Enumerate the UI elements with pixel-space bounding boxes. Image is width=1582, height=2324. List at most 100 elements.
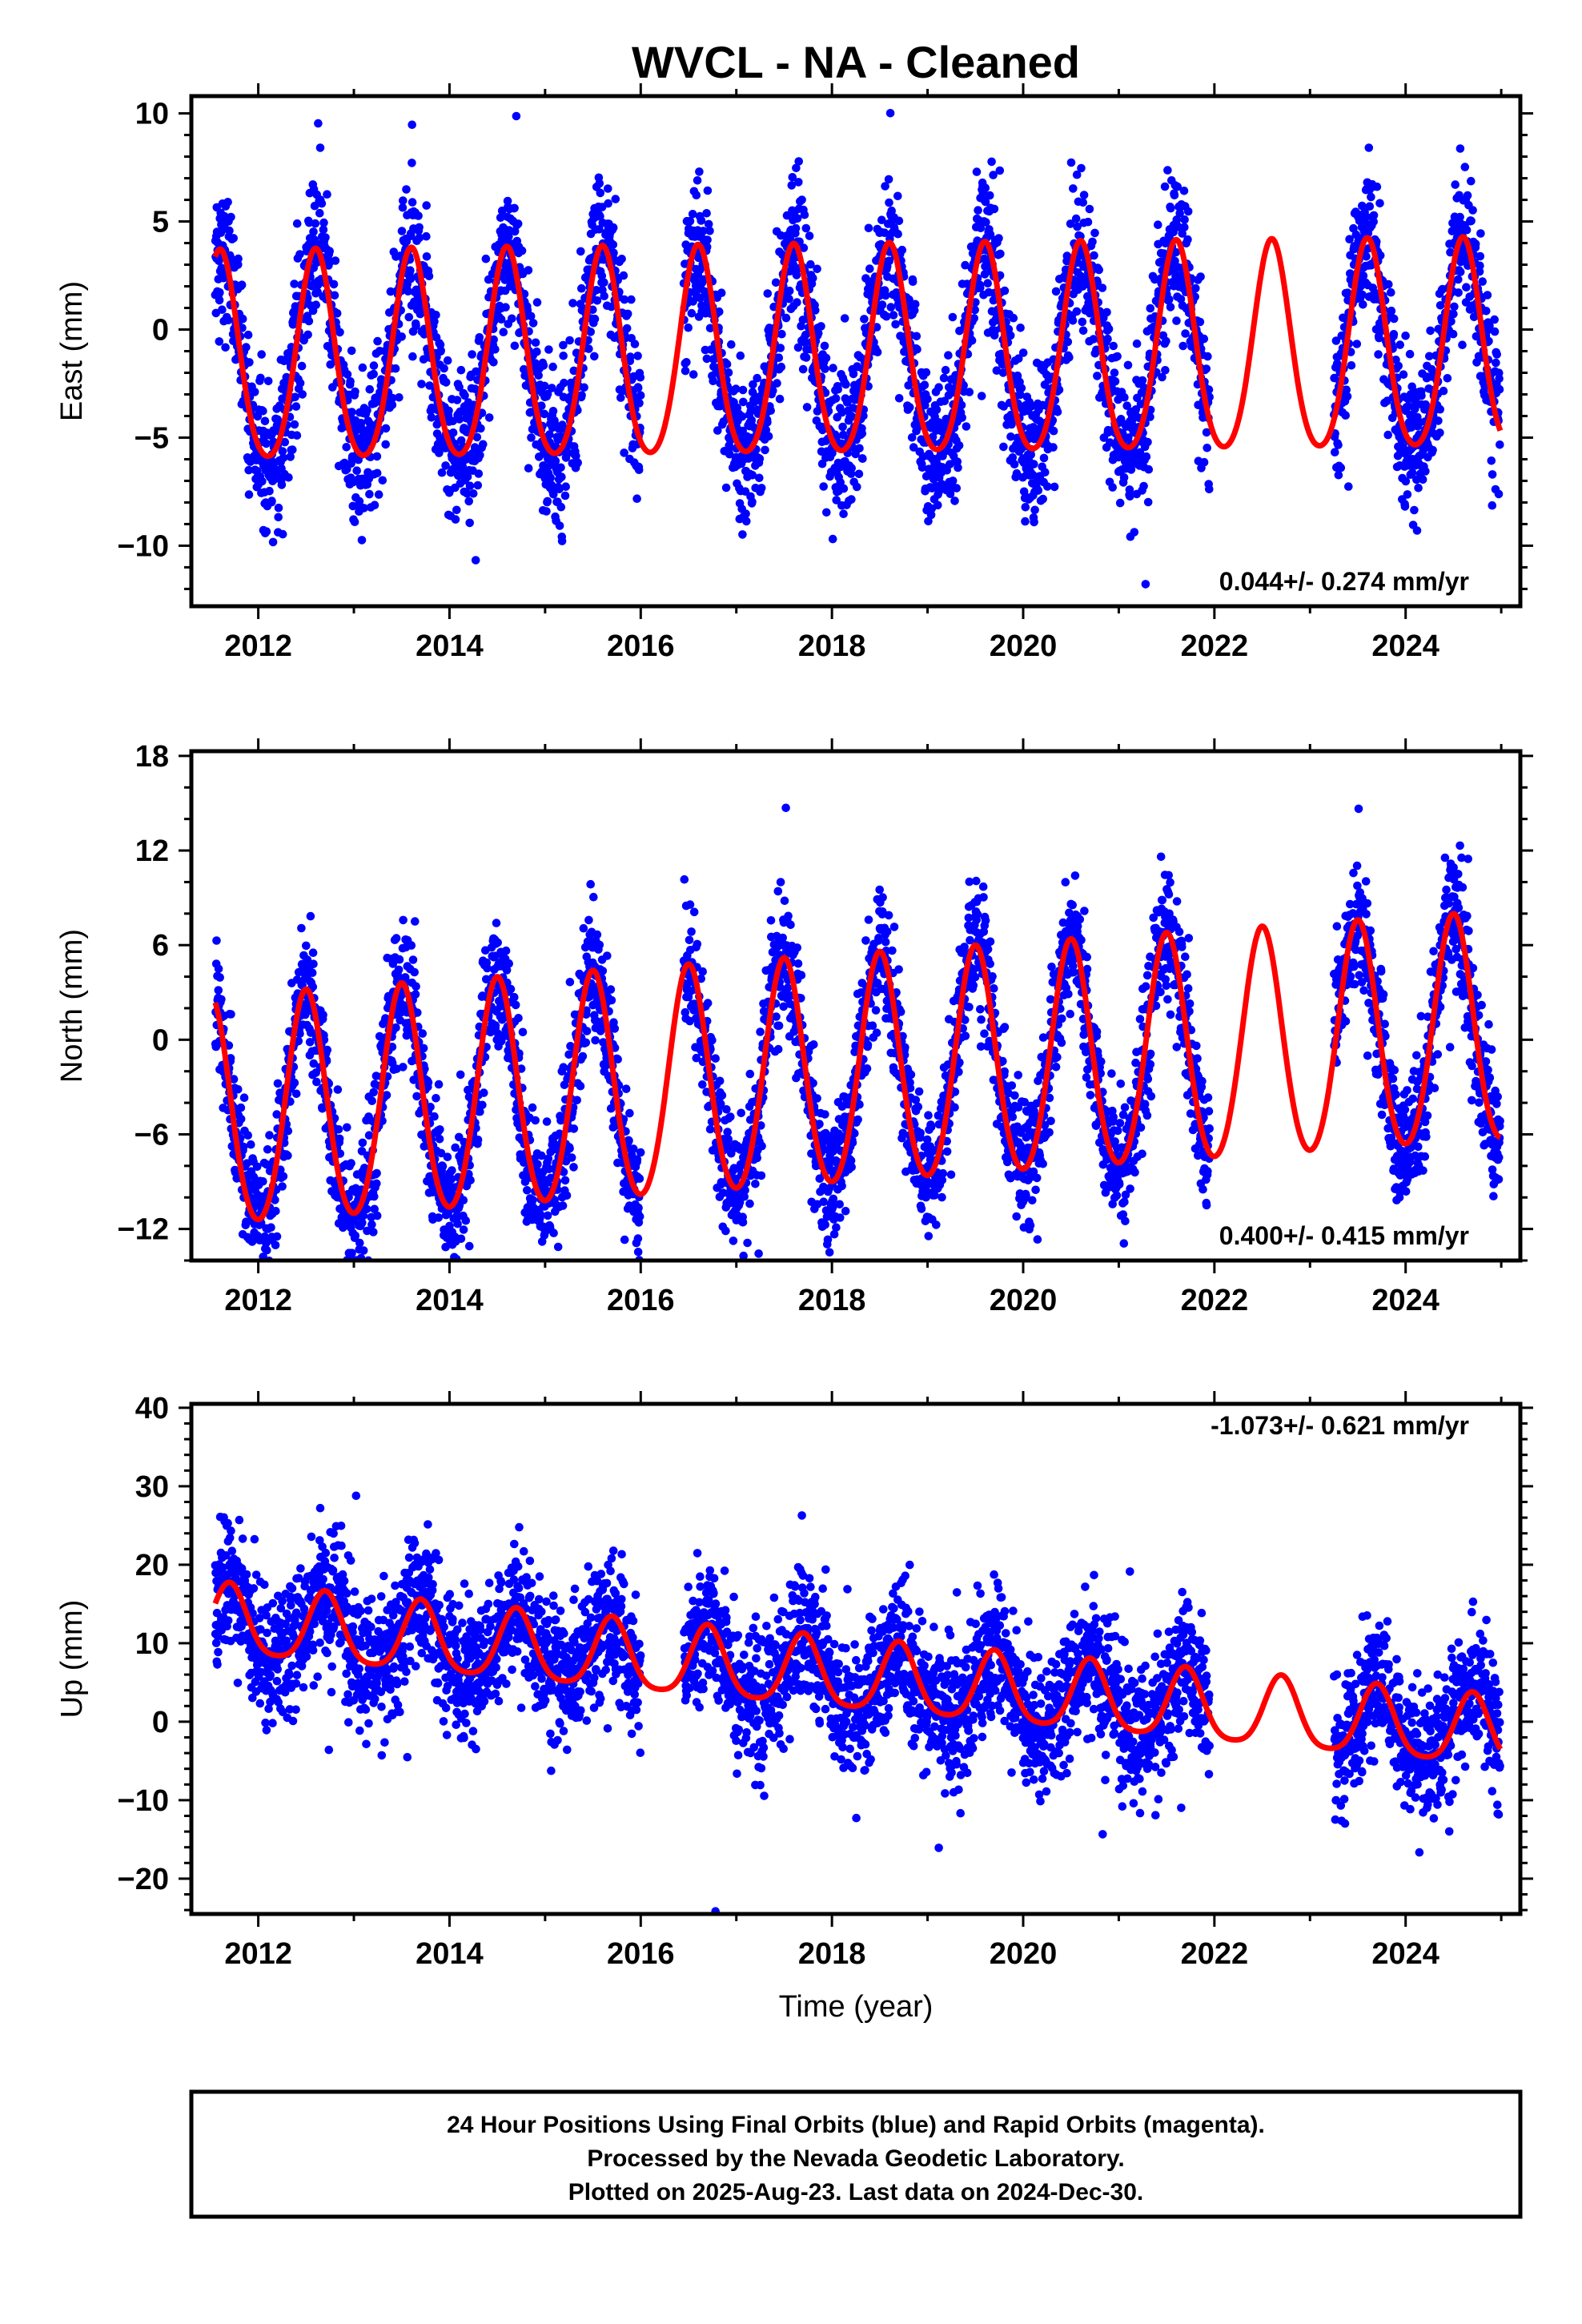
data-point xyxy=(1180,223,1189,232)
data-point xyxy=(1364,143,1374,152)
data-point xyxy=(724,368,733,377)
data-point xyxy=(849,369,858,379)
data-point xyxy=(474,469,484,478)
data-point xyxy=(797,195,806,204)
data-point xyxy=(1421,467,1430,476)
data-point xyxy=(329,279,339,289)
data-point xyxy=(1124,433,1133,442)
data-point xyxy=(1138,376,1147,385)
data-point xyxy=(252,1162,262,1172)
data-point xyxy=(1488,470,1497,479)
data-point xyxy=(419,355,428,364)
data-point xyxy=(1369,211,1379,220)
data-point xyxy=(633,352,642,360)
data-point xyxy=(1202,428,1211,437)
data-point xyxy=(456,1070,465,1080)
data-point xyxy=(1369,217,1378,227)
data-point xyxy=(217,995,226,1004)
data-point xyxy=(572,452,580,460)
data-point xyxy=(1410,505,1419,515)
data-point xyxy=(314,119,323,128)
data-point xyxy=(1439,386,1448,396)
data-point xyxy=(596,188,605,198)
data-point xyxy=(540,409,549,419)
data-point xyxy=(754,738,763,747)
data-point xyxy=(755,454,765,464)
data-point xyxy=(1191,283,1200,293)
data-point xyxy=(504,231,513,241)
data-point xyxy=(434,1213,444,1222)
data-point xyxy=(885,198,893,207)
data-point xyxy=(1443,374,1452,383)
data-point xyxy=(539,361,548,370)
data-point xyxy=(616,393,625,402)
data-point xyxy=(832,496,841,505)
data-point xyxy=(1403,401,1413,411)
data-point xyxy=(788,173,797,182)
data-point xyxy=(1456,267,1465,276)
data-point xyxy=(468,350,476,359)
data-point xyxy=(1079,191,1089,199)
data-point xyxy=(1462,225,1472,235)
data-point xyxy=(1123,360,1133,370)
data-point xyxy=(1072,170,1082,179)
data-point xyxy=(860,315,869,324)
data-point xyxy=(456,365,466,375)
data-point xyxy=(369,1088,379,1097)
data-point xyxy=(1110,376,1120,386)
data-point xyxy=(347,408,356,416)
data-point xyxy=(1331,336,1341,345)
data-point xyxy=(381,424,391,433)
data-point xyxy=(1098,283,1107,292)
data-point xyxy=(410,967,419,977)
data-point xyxy=(887,206,896,215)
data-point xyxy=(847,495,856,504)
data-point xyxy=(1016,390,1025,400)
data-point xyxy=(309,959,318,968)
data-point xyxy=(243,1131,253,1140)
data-point xyxy=(297,923,306,933)
data-point xyxy=(881,312,891,321)
data-point xyxy=(1374,350,1383,359)
data-point xyxy=(609,248,618,258)
data-point xyxy=(323,1045,332,1055)
data-point xyxy=(237,280,247,290)
data-point xyxy=(721,483,731,493)
data-point xyxy=(727,340,736,349)
data-point xyxy=(1426,326,1435,336)
data-point xyxy=(967,336,977,345)
data-point xyxy=(924,517,933,526)
data-point xyxy=(781,313,791,323)
data-point xyxy=(1367,192,1375,202)
data-point xyxy=(369,361,379,370)
data-point xyxy=(738,530,747,539)
data-point xyxy=(381,1014,390,1023)
data-point xyxy=(1154,220,1162,230)
data-point xyxy=(476,451,484,460)
data-point xyxy=(889,311,898,320)
data-point xyxy=(717,288,726,298)
data-point xyxy=(1434,416,1443,425)
data-point xyxy=(1342,385,1351,395)
data-point xyxy=(619,271,628,280)
data-point xyxy=(687,308,697,318)
data-point xyxy=(1405,349,1415,359)
data-point xyxy=(840,314,849,323)
data-point xyxy=(626,352,635,361)
data-point xyxy=(283,1126,293,1136)
data-point xyxy=(453,1219,462,1228)
data-point xyxy=(1346,269,1355,278)
data-point xyxy=(229,234,239,243)
data-point xyxy=(559,352,568,360)
data-point xyxy=(443,1152,452,1161)
data-point xyxy=(1119,473,1129,482)
data-point xyxy=(394,965,404,975)
data-point xyxy=(1468,206,1477,215)
data-point xyxy=(294,1036,303,1046)
data-point xyxy=(600,292,608,301)
data-point xyxy=(893,229,902,239)
data-point xyxy=(787,181,797,190)
data-point xyxy=(1014,354,1023,364)
data-point xyxy=(1400,502,1410,511)
data-point xyxy=(263,376,273,386)
